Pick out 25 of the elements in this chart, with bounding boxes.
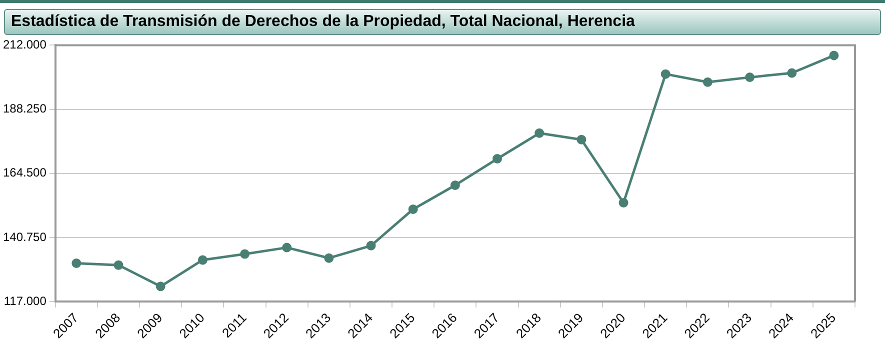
point — [492, 154, 502, 164]
point — [534, 128, 544, 138]
point — [282, 242, 292, 252]
chart-title: Estadística de Transmisión de Derechos de la Propiedad, Total Nacional, Herencia — [4, 9, 881, 35]
point — [618, 198, 628, 208]
point — [72, 258, 82, 268]
point — [660, 69, 670, 79]
point — [366, 240, 376, 250]
y-tick-label: 188.250 — [2, 102, 47, 116]
point — [156, 282, 166, 292]
point — [787, 68, 797, 78]
y-tick-label: 117.000 — [4, 294, 47, 308]
point — [114, 260, 124, 270]
point — [829, 50, 839, 60]
point — [576, 134, 586, 144]
point — [198, 255, 208, 265]
point — [745, 72, 755, 82]
point — [240, 249, 250, 259]
point — [450, 180, 460, 190]
y-tick-label: 164.500 — [2, 166, 47, 180]
y-tick-label: 212.000 — [2, 38, 47, 52]
point — [702, 77, 712, 87]
point — [408, 204, 418, 214]
point — [324, 253, 334, 263]
y-tick-label: 140.750 — [2, 230, 47, 244]
